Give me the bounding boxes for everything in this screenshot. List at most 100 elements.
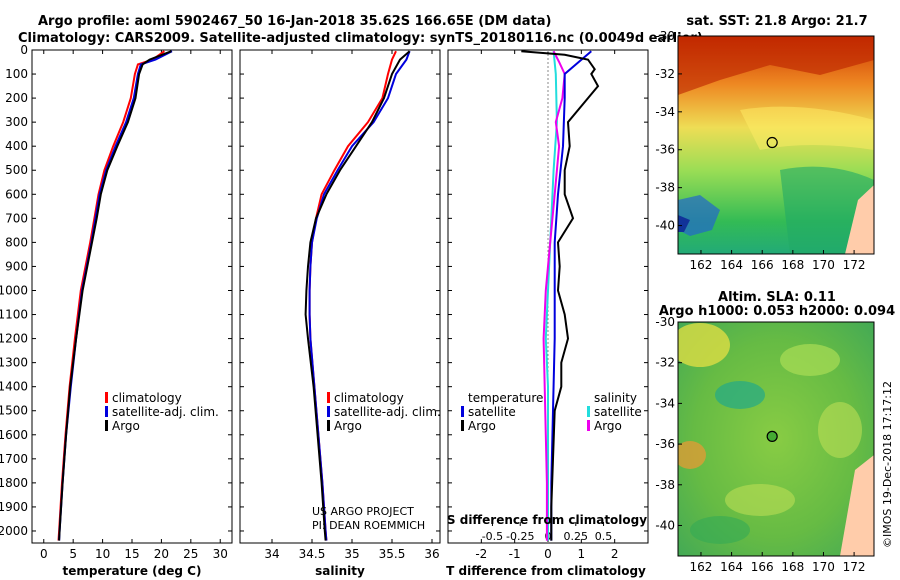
x-tick-label: -2 — [475, 547, 487, 561]
map-x-tick-label: 170 — [812, 560, 835, 574]
map-y-tick-label: -38 — [655, 478, 675, 492]
depth-tick-label: 1200 — [0, 332, 28, 346]
map-y-tick-label: -30 — [655, 315, 675, 329]
legend-argo: Argo — [334, 419, 362, 433]
x-tick-label: 35 — [344, 547, 359, 561]
salinity-xlabel: salinity — [315, 564, 365, 578]
map-x-tick-label: 166 — [751, 560, 774, 574]
sst-map-frame — [677, 35, 875, 255]
depth-tick-label: 800 — [5, 235, 28, 249]
credit-project: US ARGO PROJECT — [312, 505, 414, 518]
sla-map-title-2: Argo h1000: 0.053 h2000: 0.094 — [659, 304, 895, 319]
legend-swatch-t-satellite — [461, 406, 464, 417]
map-x-tick-label: 170 — [812, 258, 835, 272]
series-line-s-satellite — [544, 51, 558, 541]
x-tick-label: -0.5 — [482, 530, 503, 543]
map-y-tick-label: -34 — [655, 105, 675, 119]
x-tick-label: 34.5 — [299, 547, 326, 561]
sla-map-frame — [677, 321, 875, 557]
depth-tick-label: 1300 — [0, 356, 28, 370]
legend-satellite: satellite-adj. clim. — [334, 405, 441, 419]
legend-climatology: climatology — [334, 391, 404, 405]
map-x-tick-label: 168 — [781, 258, 804, 272]
map-y-tick-label: -40 — [655, 219, 675, 233]
s-difference-inner-title: S difference from climatology — [447, 513, 647, 527]
depth-tick-label: 700 — [5, 211, 28, 225]
legend-t-satellite: satellite — [468, 405, 516, 419]
depth-tick-label: 1500 — [0, 404, 28, 418]
title-line-1: Argo profile: aoml 5902467_50 16-Jan-201… — [38, 14, 551, 29]
map-x-tick-label: 172 — [843, 258, 866, 272]
map-y-tick-label: -36 — [655, 143, 675, 157]
x-tick-label: 10 — [95, 547, 110, 561]
map-x-tick-label: 168 — [781, 560, 804, 574]
map-y-tick-label: -40 — [655, 518, 675, 532]
sst-argo-location-marker — [766, 136, 778, 149]
map-y-tick-label: -36 — [655, 437, 675, 451]
title-line-2: Climatology: CARS2009. Satellite-adjuste… — [18, 31, 703, 46]
difference-xlabel: T difference from climatology — [446, 564, 646, 578]
depth-tick-label: 600 — [5, 187, 28, 201]
map-x-tick-label: 164 — [720, 258, 743, 272]
map-y-tick-label: -30 — [655, 29, 675, 43]
series-line-satellite-adj-clim- — [58, 50, 173, 541]
salinity-legend: climatology satellite-adj. clim. Argo — [327, 391, 441, 433]
depth-tick-label: 400 — [5, 139, 28, 153]
legend-swatch-satellite — [105, 406, 108, 417]
map-x-tick-label: 172 — [843, 560, 866, 574]
map-y-tick-label: -32 — [655, 67, 675, 81]
x-tick-label: 1 — [578, 547, 586, 561]
difference-series — [521, 50, 600, 543]
legend-salinity-heading: salinity — [594, 391, 637, 405]
depth-axis: 0 100 200 300 400 500 600 700 800 900 1000 1100 1200… — [0, 43, 648, 538]
legend-climatology: climatology — [112, 391, 182, 405]
x-tick-label: 0 — [40, 547, 48, 561]
series-line-argo — [58, 50, 172, 541]
sla-map-axes: 162 164 166 168 170 172 -30 -32 -34 -36 -38 -40 — [655, 315, 865, 574]
temperature-series — [57, 50, 173, 541]
x-tick-label: 2 — [611, 547, 619, 561]
x-tick-label: 0.5 — [595, 530, 613, 543]
legend-swatch-s-argo — [587, 420, 590, 431]
series-line-climatology — [57, 50, 165, 541]
depth-tick-label: 2000 — [0, 524, 28, 538]
x-tick-label: 25 — [183, 547, 198, 561]
sst-map-title: sat. SST: 21.8 Argo: 21.7 — [686, 14, 867, 29]
legend-swatch-climatology — [327, 392, 330, 403]
x-tick-label: -1 — [509, 547, 521, 561]
x-tick-label: 15 — [124, 547, 139, 561]
copyright-stamp: ©IMOS 19-Dec-2018 17:17:12 — [881, 381, 894, 548]
depth-tick-label: 1600 — [0, 428, 28, 442]
depth-tick-label: 1900 — [0, 500, 28, 514]
x-tick-label: 20 — [154, 547, 169, 561]
legend-swatch-t-argo — [461, 420, 464, 431]
temperature-xlabel: temperature (deg C) — [63, 564, 202, 578]
temperature-legend: climatology satellite-adj. clim. Argo — [105, 391, 219, 433]
map-x-tick-label: 164 — [720, 560, 743, 574]
legend-swatch-argo — [105, 420, 108, 431]
x-tick-label: 0 — [544, 547, 552, 561]
map-y-tick-label: -38 — [655, 181, 675, 195]
credit-pi: PI: DEAN ROEMMICH — [312, 519, 425, 532]
x-tick-label: 35.5 — [379, 547, 406, 561]
salinity-series — [304, 50, 411, 541]
map-x-tick-label: 162 — [690, 258, 713, 272]
depth-tick-label: 1800 — [0, 476, 28, 490]
depth-tick-label: 300 — [5, 115, 28, 129]
legend-swatch-satellite — [327, 406, 330, 417]
x-tick-label: 30 — [213, 547, 228, 561]
temperature-x-axis: 0 5 10 15 20 25 30 — [40, 50, 228, 561]
sla-map-title-1: Altim. SLA: 0.11 — [718, 290, 836, 305]
series-line-climatology — [308, 50, 397, 541]
legend-swatch-argo — [327, 420, 330, 431]
salinity-panel-frame — [239, 49, 441, 544]
series-line-satellite-adj-clim- — [308, 50, 411, 541]
depth-tick-label: 900 — [5, 259, 28, 273]
map-y-tick-label: -32 — [655, 356, 675, 370]
series-line-t-satellite — [550, 50, 592, 541]
salinity-x-axis: 34 34.5 35 35.5 36 — [264, 50, 440, 561]
x-tick-label: -0.25 — [506, 530, 534, 543]
depth-tick-label: 0 — [20, 43, 28, 57]
sst-map-axes: 162 164 166 168 170 172 -30 -32 -34 -36 -38 -40 — [655, 29, 865, 272]
